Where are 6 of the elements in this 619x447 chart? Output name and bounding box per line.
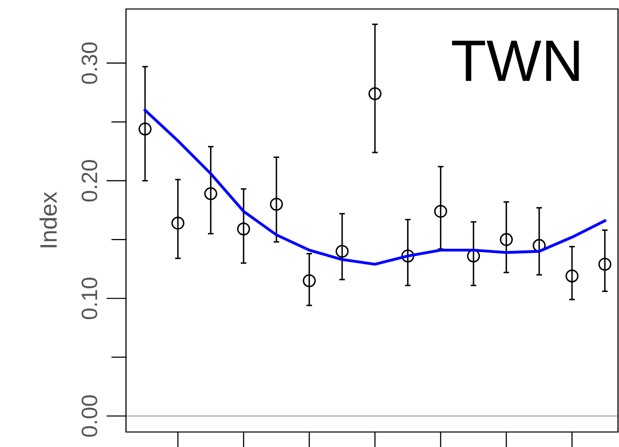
y-tick-label: 0.10 <box>82 278 98 320</box>
y-tick-label: 0.20 <box>82 160 98 202</box>
chart-title: TWN <box>452 40 579 81</box>
y-axis-title: Index <box>40 192 57 248</box>
y-tick-label: 0.00 <box>82 395 98 437</box>
y-tick-label: 0.30 <box>82 42 98 84</box>
